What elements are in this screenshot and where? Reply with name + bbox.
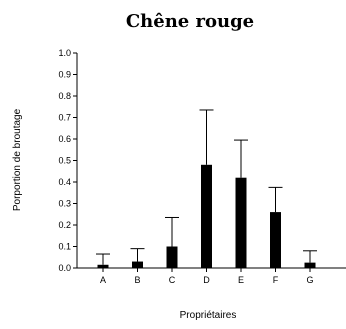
x-tick-label: E — [238, 275, 244, 285]
bar — [201, 164, 212, 268]
x-axis-label: Propriétaires — [180, 310, 237, 321]
bar — [132, 261, 143, 268]
y-tick-label: 1.0 — [58, 48, 71, 58]
x-tick-label: D — [203, 275, 210, 285]
chart-title: Chêne rouge — [126, 11, 254, 32]
y-tick-label: 0.8 — [58, 91, 71, 101]
y-tick-label: 0.4 — [58, 177, 71, 187]
bar — [166, 246, 178, 268]
bar — [270, 212, 281, 268]
y-tick-label: 0.9 — [58, 70, 71, 80]
x-tick-label: F — [273, 275, 279, 285]
bar — [304, 262, 316, 268]
bar — [97, 264, 109, 268]
y-tick-label: 0.5 — [58, 156, 71, 166]
x-tick-label: G — [306, 275, 313, 285]
y-tick-label: 0.0 — [58, 263, 71, 273]
y-tick-label: 0.6 — [58, 134, 71, 144]
y-axis-label: Porportion de broutage — [12, 108, 23, 211]
x-tick-label: A — [100, 275, 106, 285]
x-tick-label: C — [169, 275, 176, 285]
x-tick-label: B — [134, 275, 140, 285]
y-tick-label: 0.7 — [58, 113, 71, 123]
y-tick-label: 0.1 — [58, 242, 71, 252]
bar — [235, 177, 247, 268]
y-tick-label: 0.3 — [58, 199, 71, 209]
y-tick-label: 0.2 — [58, 220, 71, 230]
